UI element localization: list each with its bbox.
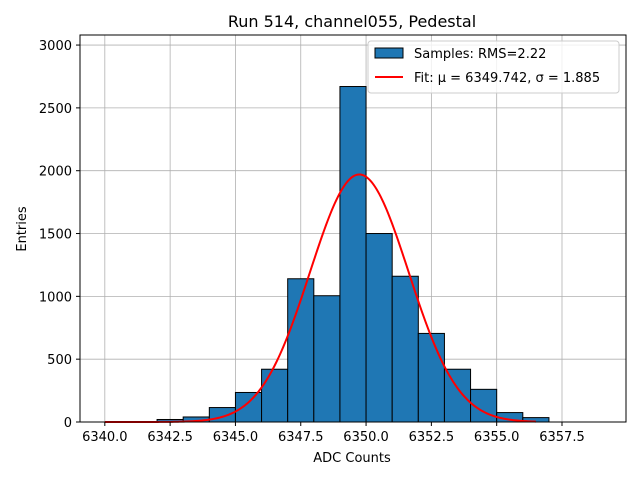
- y-tick-label: 1500: [39, 228, 72, 243]
- y-tick-label: 2500: [39, 102, 72, 117]
- chart-title: Run 514, channel055, Pedestal: [228, 12, 476, 31]
- legend-label-fit: Fit: μ = 6349.742, σ = 1.885: [414, 71, 600, 86]
- legend-box: [367, 40, 620, 94]
- x-tick-label: 6347.5: [278, 430, 324, 445]
- histogram-bar: [234, 391, 263, 423]
- histogram-bar: [339, 86, 367, 423]
- y-axis-ticks: 0 500 1000 1500 2000 2500 3000: [39, 39, 80, 431]
- histogram-bars: [156, 86, 550, 423]
- y-tick-label: 0: [64, 416, 72, 431]
- histogram-bar: [261, 368, 289, 423]
- x-tick-label: 6357.5: [539, 430, 585, 445]
- y-tick-label: 500: [47, 353, 72, 368]
- histogram-bar: [391, 275, 419, 423]
- legend-label-samples: Samples: RMS=2.22: [414, 47, 546, 62]
- y-tick-label: 2000: [39, 165, 72, 180]
- y-axis-label: Entries: [15, 206, 30, 252]
- histogram-bar: [313, 295, 341, 423]
- x-tick-label: 6345.0: [213, 430, 259, 445]
- plot-frame: [79, 34, 627, 423]
- y-tick-label: 3000: [39, 39, 72, 54]
- x-tick-label: 6342.5: [147, 430, 193, 445]
- legend: Samples: RMS=2.22 Fit: μ = 6349.742, σ =…: [367, 40, 620, 94]
- x-tick-label: 6350.0: [343, 430, 389, 445]
- x-axis-ticks: 6340.0 6342.5 6345.0 6347.5 6350.0 6352.5 6355…: [82, 422, 585, 445]
- y-tick-label: 1000: [39, 290, 72, 305]
- x-tick-label: 6340.0: [82, 430, 128, 445]
- x-axis-label: ADC Counts: [313, 451, 391, 466]
- histogram-bar: [443, 368, 472, 423]
- histogram-bar: [365, 233, 393, 423]
- legend-swatch-samples: [374, 47, 404, 59]
- histogram-bar: [417, 332, 445, 423]
- x-tick-label: 6352.5: [409, 430, 455, 445]
- x-tick-label: 6355.0: [474, 430, 520, 445]
